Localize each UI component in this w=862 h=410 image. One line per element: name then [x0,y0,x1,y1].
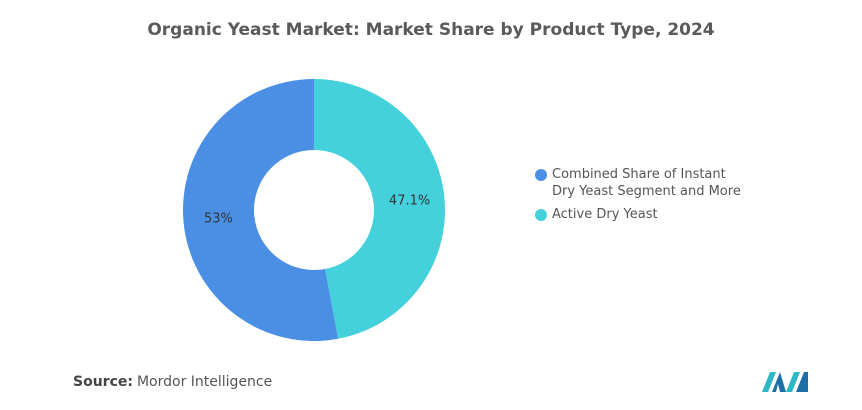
source: Source: Mordor Intelligence [73,374,272,390]
legend-label: Active Dry Yeast [552,207,658,222]
data-label: 53% [204,211,233,226]
legend-marker [535,169,547,181]
legend-label: Combined Share of Instant Dry Yeast Segm… [552,167,741,199]
source-text: Mordor Intelligence [136,374,273,390]
legend-marker [535,209,547,221]
legend: Combined Share of Instant Dry Yeast Segm… [535,166,750,229]
source-label: Source: [73,374,133,390]
logo [762,372,808,392]
donut-segment [314,79,446,339]
legend-entry: Active Dry Yeast [535,206,750,223]
legend-entry: Combined Share of Instant Dry Yeast Segm… [535,166,750,200]
donut-segment [183,79,339,341]
chart-title: Organic Yeast Market: Market Share by Pr… [147,20,715,40]
data-label: 47.1% [389,194,430,209]
